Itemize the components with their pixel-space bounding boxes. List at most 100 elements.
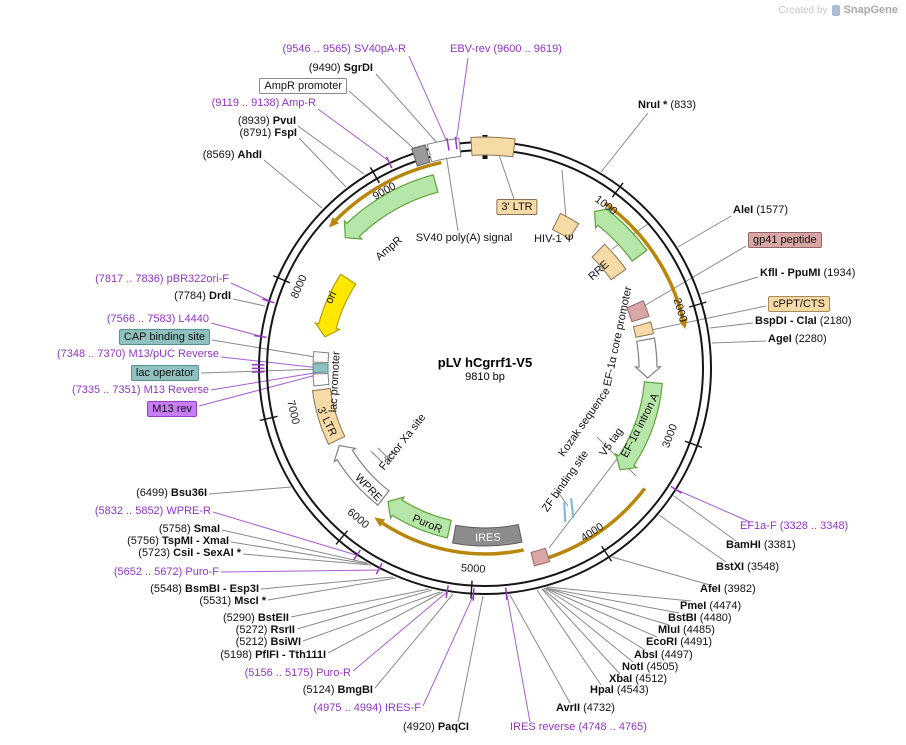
feature-orf-gold-1-arrowhead <box>678 318 688 330</box>
enzyme-label-alei: AleI (1577) <box>733 204 789 216</box>
primer-label-sv40pa-r: (9546 .. 9565) SV40pA-R <box>282 43 406 55</box>
leader-line-7 <box>383 451 397 459</box>
callout-line-fspi <box>298 137 347 188</box>
enzyme-label-ahdi: (8569) AhdI <box>202 149 262 161</box>
feature-orf-gold-1 <box>603 201 685 320</box>
feature-lac-promoter-glyph <box>312 372 330 387</box>
primer-site-tick-0 <box>446 138 450 151</box>
callout-line-ef1a-f <box>676 489 751 523</box>
enzyme-label-mlui: MluI (4485) <box>658 624 715 636</box>
callout-line-bspdi-clai <box>709 322 754 329</box>
primer-label-m13-puc-reverse: (7348 .. 7370) M13/pUC Reverse <box>56 348 219 360</box>
primer-label-l4440: (7566 .. 7583) L4440 <box>106 313 209 325</box>
feature-green-arc-top-right <box>593 207 648 262</box>
callout-line-nrui <box>600 112 649 173</box>
feature-hiv1-psi <box>551 212 580 240</box>
feature-label-3-ltr: 3' LTR <box>496 199 538 215</box>
enzyme-label-drdi: (7784) DrdI <box>174 290 231 302</box>
callout-line-ahdi <box>263 159 323 209</box>
primer-site-tick-10 <box>445 585 449 598</box>
feature-gp41-peptide <box>626 300 650 323</box>
feature-puror <box>387 496 452 539</box>
callout-line-m13-reverse <box>210 371 321 391</box>
primer-label-m13-reverse: (7335 .. 7351) M13 Reverse <box>72 384 209 396</box>
callout-line-bsu36i <box>208 486 292 495</box>
callout-line-afei <box>611 556 711 586</box>
enzyme-label-bstxi: BstXI (3548) <box>716 561 779 573</box>
callout-line-ires-f <box>422 593 475 707</box>
callout-line-sgrdi <box>375 73 439 145</box>
lac-promoter-label: lac promoter <box>327 351 342 413</box>
callout-line-tspmi-xmai <box>230 541 369 565</box>
feature-v5-tag <box>530 547 551 567</box>
callout-line-sv40pa-r <box>408 55 449 145</box>
sv40-polya-label: SV40 poly(A) signal <box>416 232 513 244</box>
callout-line-bsmbi-esp3i <box>260 576 394 590</box>
feature-label-ampr-promoter: AmpR promoter <box>259 78 347 94</box>
feature-factor-xa-site <box>377 447 391 461</box>
callout-line-bsiwi <box>302 591 441 642</box>
callout-line-puro-r <box>352 591 448 672</box>
leader-line-6 <box>557 491 569 507</box>
primer-label-puro-r: (5156 .. 5175) Puro-R <box>244 667 351 679</box>
primer-site-tick-13 <box>670 485 682 494</box>
callout-line-wpre-r <box>212 511 357 556</box>
callout-line-ecori <box>544 587 658 638</box>
tick-label-5000: 5000 <box>461 562 486 575</box>
feature-label-lac-operator: lac operator <box>130 365 199 381</box>
callout-line-alei <box>677 215 732 248</box>
feature-label-cap-binding-site: CAP binding site <box>118 329 210 345</box>
primer-label-puro-f: (5652 .. 5672) Puro-F <box>113 566 219 578</box>
feature-label-gp41-peptide: gp41 peptide <box>748 232 822 248</box>
callout-line-puro-f <box>220 569 380 573</box>
enzyme-label-agei: AgeI (2280) <box>768 333 827 345</box>
feature-label-m13-rev: M13 rev <box>147 401 197 417</box>
callout-line-pflfi-tth111i <box>327 591 444 654</box>
callout-line-amp-r <box>317 108 390 162</box>
plasmid-size: 9810 bp <box>465 371 505 383</box>
enzyme-label-msci: (5531) MscI * <box>199 595 266 607</box>
feature-ef1a-intron-a <box>614 381 663 471</box>
enzyme-label-tspmi-xmai: (5756) TspMI - XmaI <box>127 535 229 547</box>
feature-orf-gold-4-arrowhead <box>328 217 339 228</box>
tick-1000 <box>611 182 624 198</box>
feature-orf-gold-2 <box>547 487 647 560</box>
feature-3-ltr-top <box>470 136 516 158</box>
callout-line-absi <box>543 587 646 651</box>
enzyme-label-bamhi: BamHI (3381) <box>726 539 796 551</box>
enzyme-label-bspdi-clai: BspDI - ClaI (2180) <box>755 315 852 327</box>
enzyme-label-bsu36i: (6499) Bsu36I <box>136 487 207 499</box>
enzyme-label-smai: (5758) SmaI <box>158 523 220 535</box>
tick-label-7000: 7000 <box>284 399 301 426</box>
callout-line-xbai <box>541 588 621 675</box>
feature-ef1a-core-promoter <box>633 337 663 379</box>
feature-zf-binding-site <box>563 502 567 523</box>
enzyme-label-bsteii: (5290) BstEII <box>222 612 289 624</box>
enzyme-label-bstbi: BstBI (4480) <box>668 612 732 624</box>
enzyme-label-bmgbi: (5124) BmgBI <box>302 684 373 696</box>
feature-cppt-cts <box>632 321 655 338</box>
primer-site-tick-2 <box>385 156 393 169</box>
primer-label-ires-reverse: IRES reverse (4748 .. 4765) <box>510 721 647 733</box>
primer-site-tick-3 <box>262 298 275 304</box>
callout-line-ebv-rev <box>455 57 469 144</box>
callout-line-bstxi <box>658 514 727 563</box>
tick-8000 <box>273 274 291 284</box>
callout-line-m13-puc-reverse <box>220 356 321 369</box>
tick-6000 <box>335 530 349 545</box>
primer-site-tick-9 <box>375 562 383 575</box>
enzyme-label-absi: AbsI (4497) <box>634 649 693 661</box>
watermark-brand: SnapGene <box>843 4 898 16</box>
enzyme-label-bsmbi-esp3i: (5548) BsmBI - Esp3I <box>150 583 259 595</box>
feature-label-cppt-cts: cPPT/CTS <box>768 296 830 312</box>
enzyme-label-noti: NotI (4505) <box>622 661 679 673</box>
callout-line-drdi <box>232 298 266 307</box>
callout-line-lac-operator <box>200 368 322 374</box>
leader-line-1 <box>445 153 459 232</box>
primer-label-amp-r: (9119 .. 9138) Amp-R <box>211 97 316 109</box>
feature-wpre <box>333 444 390 506</box>
feature-ori <box>313 273 357 338</box>
feature-orf-gold-3-arrowhead <box>374 517 385 527</box>
callout-line-noti <box>542 588 634 663</box>
